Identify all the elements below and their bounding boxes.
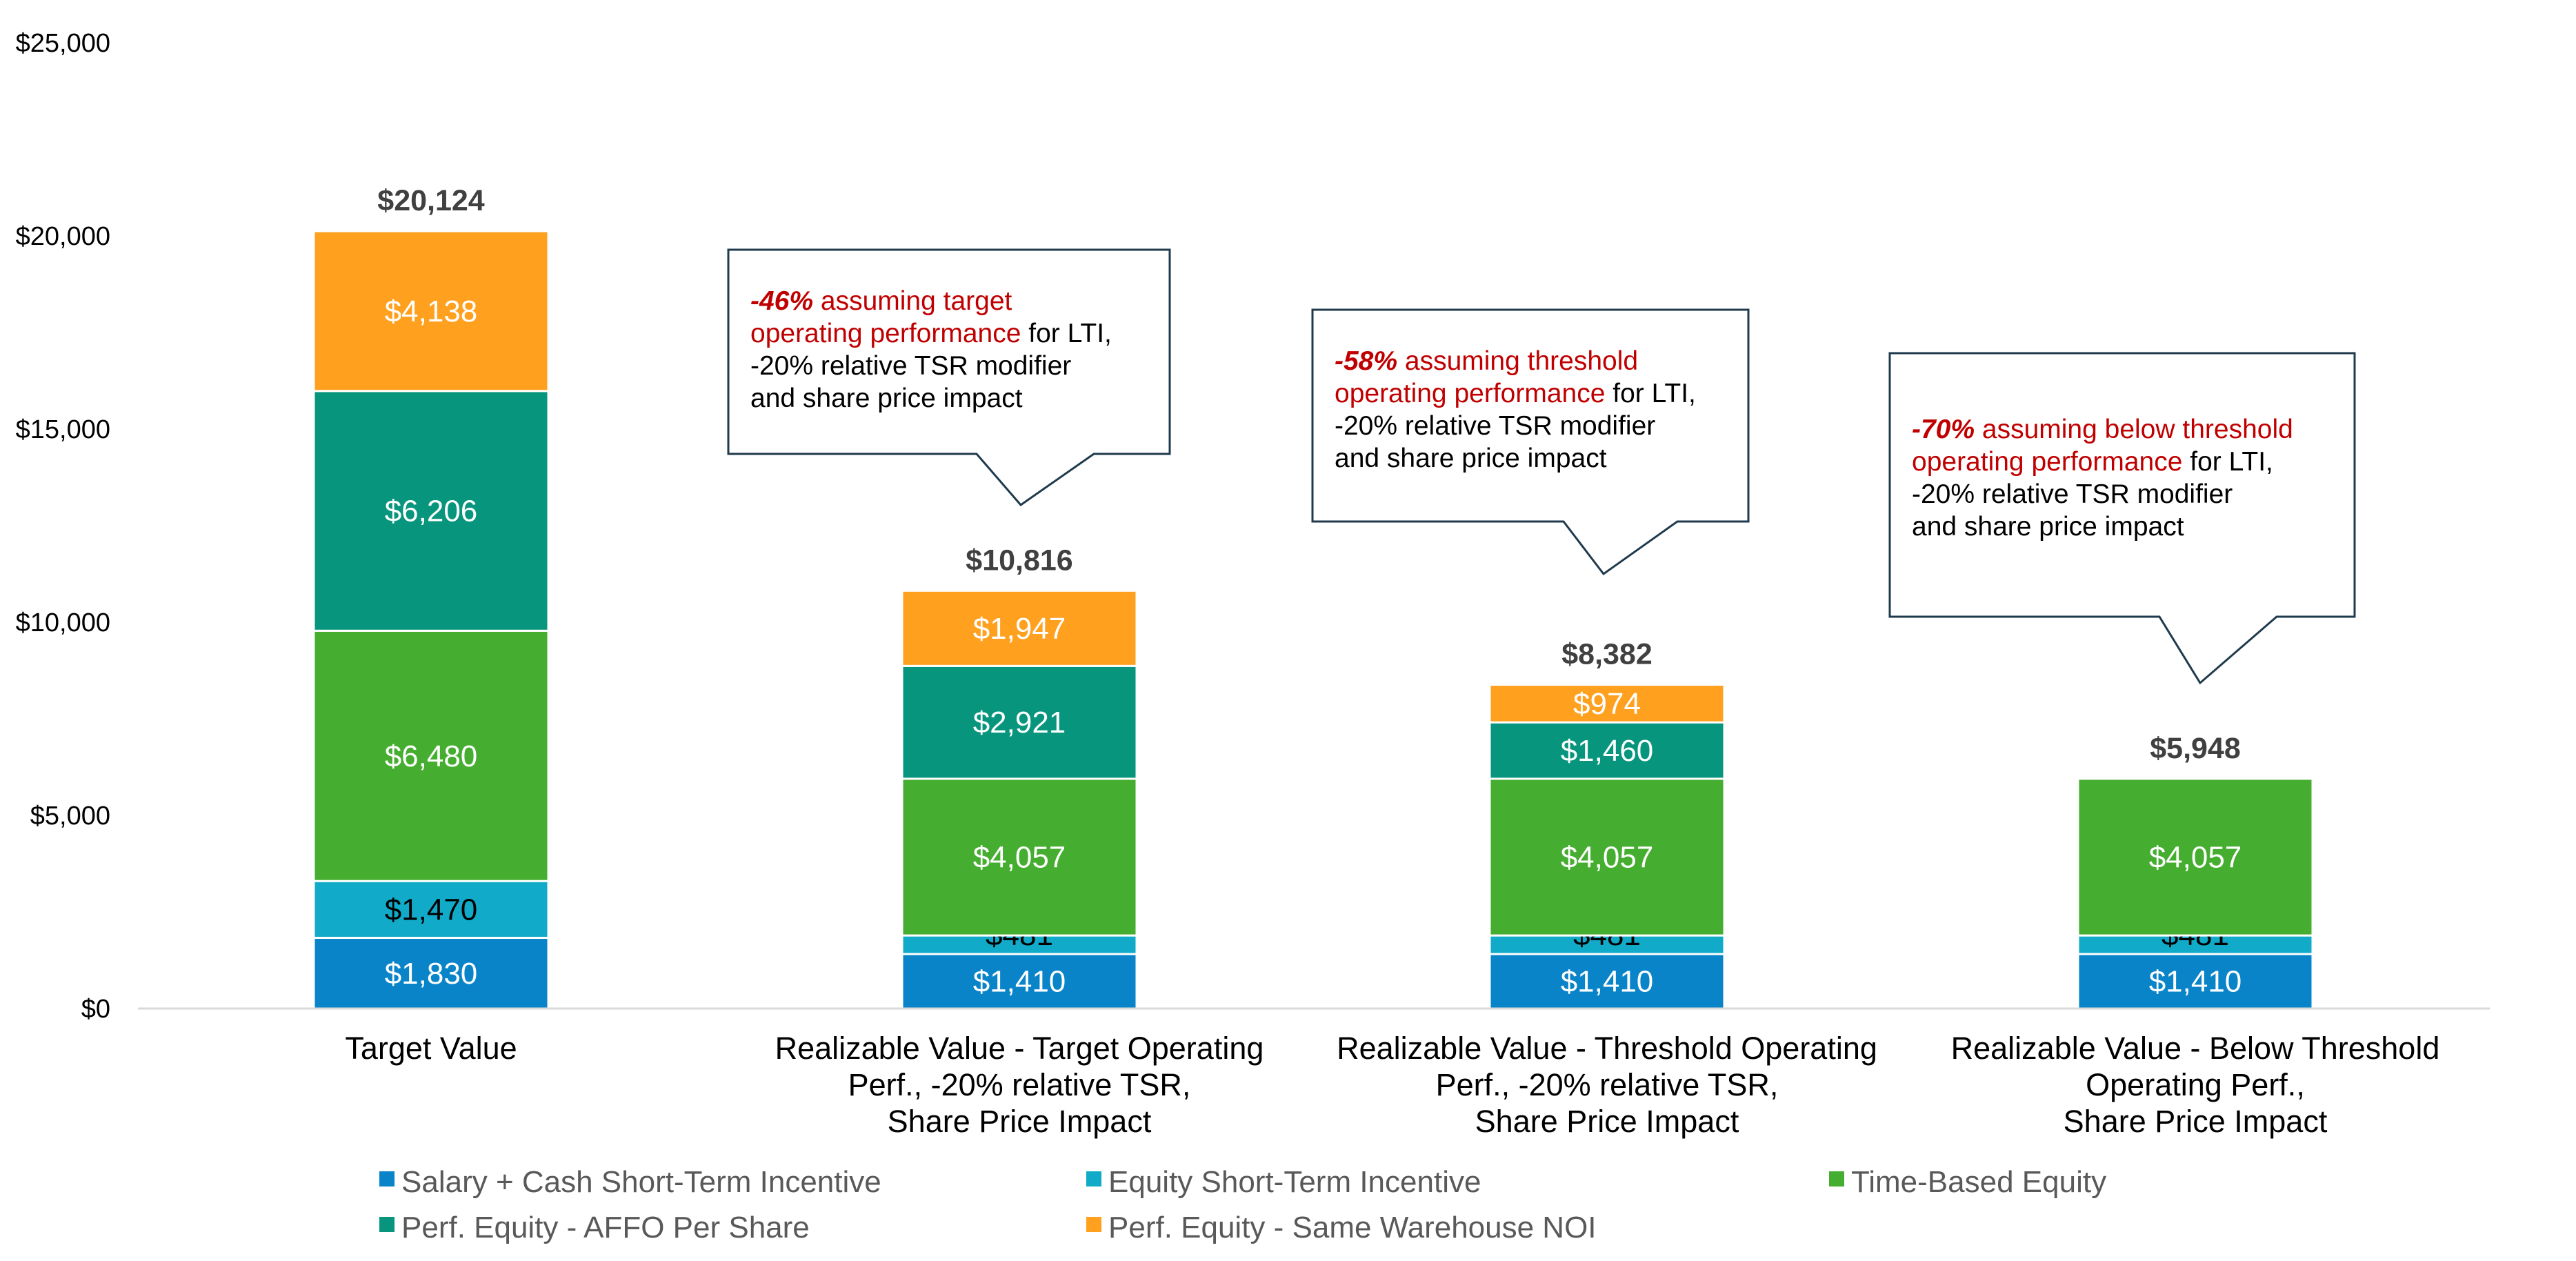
legend-swatch [1829, 1171, 1844, 1186]
callout-text: -70% assuming below threshold operating p… [1912, 415, 2293, 542]
y-tick-label: $25,000 [16, 29, 110, 58]
legend-entry: Salary + Cash Short-Term Incentive [379, 1165, 881, 1199]
legend-swatch [379, 1217, 395, 1232]
bar-segment [312, 629, 550, 882]
legend: Salary + Cash Short-Term Incentive Equity… [379, 1165, 2106, 1244]
legend-entry: Perf. Equity - Same Warehouse NOI [1086, 1211, 1597, 1244]
data-label: $6,206 [385, 495, 478, 528]
data-label: $1,470 [385, 893, 478, 926]
category-label: Realizable Value - Threshold Operating Pe… [1337, 1031, 1877, 1139]
callout: -70% assuming below threshold operating p… [1888, 352, 2356, 685]
callout-bubble [1888, 352, 2356, 685]
bar-stack: $1,410$481$4,057$5,948 [2077, 732, 2314, 1010]
bar-segment [312, 937, 550, 1010]
data-label: $1,410 [2149, 965, 2242, 999]
legend-entry: Time-Based Equity [1829, 1165, 2106, 1199]
callout-text: -46% assuming target operating performanc… [750, 286, 1112, 413]
data-label: $6,480 [385, 739, 478, 773]
legend-label: Salary + Cash Short-Term Incentive [401, 1165, 881, 1199]
y-tick-label: $5,000 [30, 802, 110, 831]
data-label: $1,410 [973, 965, 1066, 999]
legend-entry: Perf. Equity - AFFO Per Share [379, 1211, 810, 1244]
legend-swatch [379, 1171, 395, 1186]
bar-stack: $1,410$481$4,057$2,921$1,947$10,816 [901, 544, 1138, 1010]
category-label: Realizable Value - Target Operating Perf.… [775, 1031, 1264, 1139]
bar-segment [312, 390, 550, 632]
bar-stack: $1,410$481$4,057$1,460$974$8,382 [1488, 638, 1726, 1010]
data-label: $974 [1573, 687, 1641, 721]
data-label: $4,057 [1561, 841, 1654, 875]
bar-segment [901, 664, 1138, 780]
bar-segment [312, 230, 550, 393]
category-labels: Target Value Realizable Value - Target Op… [345, 1031, 2439, 1139]
callout: -46% assuming target operating performanc… [727, 248, 1171, 507]
data-label: $4,057 [2149, 841, 2242, 875]
y-tick-label: $15,000 [16, 415, 110, 444]
data-label: $1,460 [1561, 734, 1654, 768]
bar-segment [1488, 721, 1726, 780]
callout-bubble [1311, 308, 1750, 576]
bar-segment [1488, 684, 1726, 724]
legend-label: Perf. Equity - AFFO Per Share [401, 1211, 810, 1244]
total-label: $5,948 [2150, 732, 2241, 765]
legend-entry: Equity Short-Term Incentive [1086, 1165, 1481, 1199]
legend-label: Perf. Equity - Same Warehouse NOI [1108, 1211, 1597, 1244]
bar-segment [901, 953, 1138, 1010]
category-label: Target Value [345, 1031, 517, 1066]
bar-segment [901, 934, 1138, 955]
y-tick-label: $10,000 [16, 608, 110, 637]
y-axis: $0 $5,000 $10,000 $15,000 $20,000 $25,000 [16, 29, 110, 1024]
bar-segment [2077, 934, 2314, 955]
bar-segment [901, 589, 1138, 667]
bar-segment [2077, 777, 2314, 937]
total-label: $10,816 [966, 544, 1072, 577]
y-tick-label: $20,000 [16, 222, 110, 251]
legend-swatch [1086, 1217, 1101, 1232]
legend-swatch [1086, 1171, 1101, 1186]
category-label: Realizable Value - Below Threshold Operat… [1951, 1031, 2440, 1139]
data-label: $4,138 [385, 295, 478, 328]
bars: $1,830$1,470$6,480$6,206$4,138$20,124$1,… [312, 184, 2314, 1010]
callout: -58% assuming threshold operating perform… [1311, 308, 1750, 576]
data-label: $4,057 [973, 841, 1066, 875]
total-label: $8,382 [1561, 638, 1653, 671]
data-label: $1,947 [973, 612, 1066, 646]
data-label: $2,921 [973, 706, 1066, 739]
data-label: $1,410 [1561, 965, 1654, 999]
callout-bubble [727, 248, 1171, 507]
y-tick-label: $0 [81, 995, 110, 1024]
legend-label: Time-Based Equity [1851, 1165, 2106, 1199]
bar-segment [901, 777, 1138, 937]
total-label: $20,124 [377, 184, 485, 217]
callout-text: -58% assuming threshold operating perform… [1335, 346, 1696, 473]
callouts: -46% assuming target operating performanc… [727, 248, 2356, 685]
legend-label: Equity Short-Term Incentive [1108, 1165, 1481, 1199]
data-label: $1,830 [385, 957, 478, 991]
bar-stack: $1,830 $1,470 $6,480 $6,206 $4,138 $20,124 [312, 184, 550, 1010]
bar-segment [1488, 777, 1726, 937]
